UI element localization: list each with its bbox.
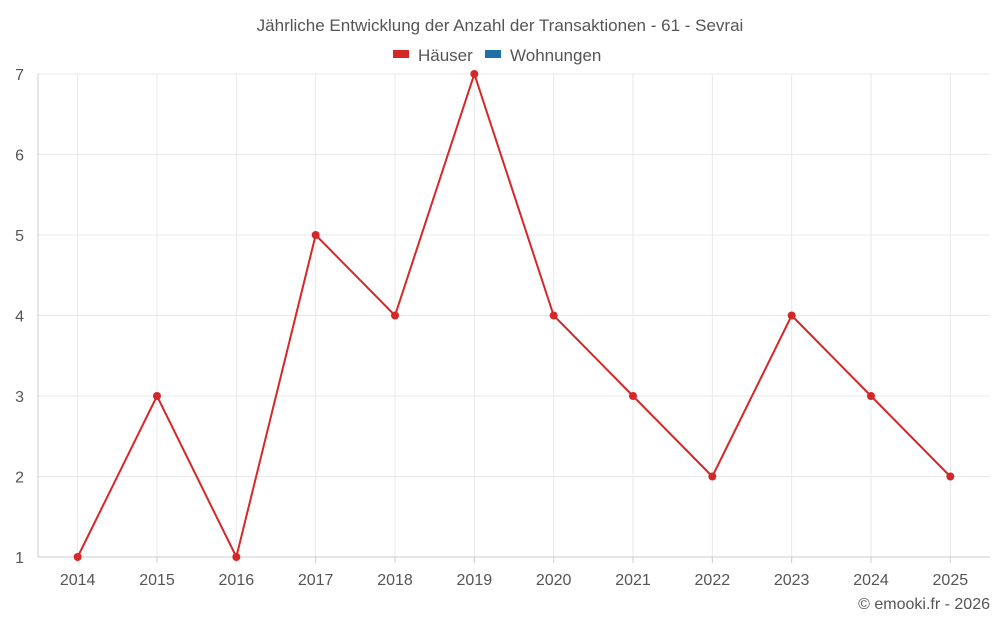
- data-point-2022[interactable]: [708, 472, 717, 481]
- data-point-2017[interactable]: [311, 231, 320, 239]
- x-tick-label: 2014: [60, 572, 96, 589]
- legend-item-wohnungen[interactable]: Wohnungen: [485, 46, 601, 65]
- x-tick-label: 2024: [853, 572, 889, 589]
- data-point-2020[interactable]: [549, 311, 558, 320]
- data-point-2024[interactable]: [867, 392, 875, 400]
- data-point-2021[interactable]: [629, 392, 637, 400]
- y-axis-ticks: 1 2 3 4 5 6 7: [15, 67, 24, 567]
- x-tick-label: 2020: [536, 572, 572, 589]
- x-axis-ticks: 2014 2015 2016 2017 2018 2019 2020 2021 2022 2023…: [60, 572, 968, 589]
- chart-title: Jährliche Entwicklung der Anzahl der Tra…: [257, 16, 744, 35]
- legend-swatch-wohnungen: [485, 50, 501, 58]
- x-tick-label: 2022: [695, 572, 731, 589]
- x-tick-label: 2023: [774, 572, 810, 589]
- data-point-2014[interactable]: [73, 553, 82, 561]
- x-tick-label: 2019: [457, 572, 493, 589]
- series-haeuser: [73, 70, 955, 561]
- x-tick-label: 2017: [298, 572, 334, 589]
- x-tick-label: 2025: [933, 572, 969, 589]
- legend-label-wohnungen: Wohnungen: [510, 46, 601, 65]
- data-point-2025[interactable]: [946, 472, 955, 481]
- data-point-2019[interactable]: [470, 70, 479, 78]
- data-point-2015[interactable]: [153, 392, 161, 400]
- y-tick-label: 1: [15, 550, 24, 567]
- x-tick-label: 2015: [139, 572, 175, 589]
- y-tick-label: 3: [15, 389, 24, 406]
- legend-label-haeuser: Häuser: [418, 46, 473, 65]
- data-point-2018[interactable]: [391, 311, 399, 320]
- credit-text: © emooki.fr - 2026: [858, 596, 990, 613]
- x-tick-label: 2021: [615, 572, 651, 589]
- y-tick-label: 5: [15, 228, 24, 245]
- y-tick-label: 2: [15, 470, 24, 487]
- y-tick-label: 7: [15, 67, 24, 84]
- legend-swatch-haeuser: [393, 50, 409, 58]
- y-tick-label: 4: [15, 309, 24, 326]
- x-tick-label: 2018: [377, 572, 413, 589]
- series-line-haeuser: [76, 70, 952, 560]
- data-point-2016[interactable]: [232, 553, 241, 561]
- legend-item-haeuser[interactable]: Häuser: [393, 46, 473, 65]
- legend: Häuser Wohnungen: [393, 46, 601, 65]
- x-tick-label: 2016: [219, 572, 255, 589]
- axes: [37, 74, 990, 563]
- grid: [38, 73, 990, 557]
- data-point-2023[interactable]: [787, 311, 796, 320]
- y-tick-label: 6: [15, 148, 24, 165]
